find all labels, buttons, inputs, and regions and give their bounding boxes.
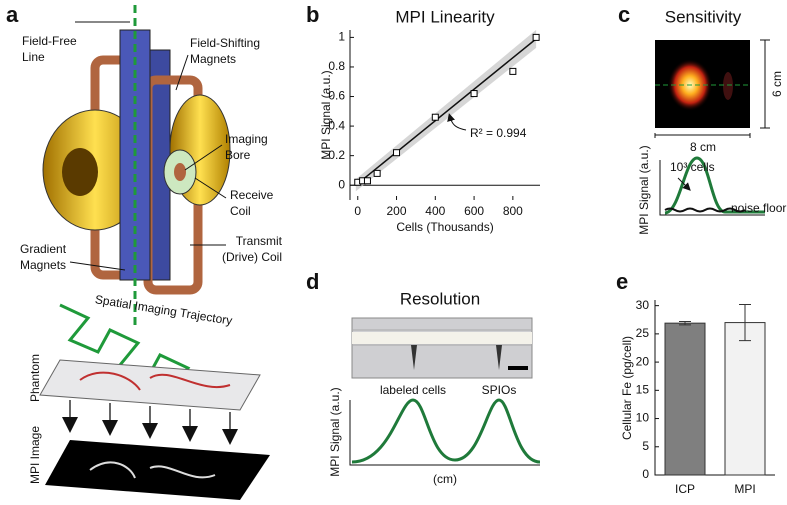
y-tick-label: 0.2 <box>328 148 345 162</box>
diagram-label: Transmit <box>236 234 283 248</box>
bar <box>724 322 766 476</box>
data-point <box>470 90 478 98</box>
panel-letter: a <box>6 2 19 27</box>
diagram-label: Coil <box>230 204 251 218</box>
y-tick-label: 30 <box>636 298 650 312</box>
trajectory-label: Spatial Imaging Trajectory <box>94 292 233 328</box>
axis-label: MPI Signal (a.u.) <box>328 387 342 476</box>
photo-label: labeled cells <box>380 383 446 397</box>
diagram-label: Magnets <box>20 258 66 272</box>
fit-line <box>355 38 537 186</box>
bar <box>664 322 706 476</box>
y-axis-label: MPI Signal (a.u.) <box>319 70 333 159</box>
panel-letter: b <box>306 2 319 27</box>
y-tick-label: 10 <box>636 411 650 425</box>
annotation: noise floor <box>731 201 786 215</box>
phantom-label: Phantom <box>28 354 42 402</box>
y-tick-label: 0.6 <box>328 89 345 103</box>
confidence-band <box>355 29 537 192</box>
diagram-label: Bore <box>225 148 251 162</box>
diagram-label: Field-Free <box>22 34 77 48</box>
data-point <box>363 177 371 185</box>
data-point <box>373 169 381 177</box>
y-tick-label: 0 <box>338 177 345 191</box>
y-tick-label: 25 <box>636 326 650 340</box>
dimension-label: 8 cm <box>690 140 716 154</box>
x-tick-label: 800 <box>503 204 523 218</box>
panel-letter: c <box>618 2 630 27</box>
data-point <box>393 149 401 157</box>
panel-title: Resolution <box>400 289 480 308</box>
annotation: 10³ cells <box>670 160 715 174</box>
x-tick-label: 0 <box>354 204 361 218</box>
scanner-drawing <box>39 5 270 500</box>
diagram-label: Line <box>22 50 45 64</box>
y-tick-label: 1 <box>338 30 345 44</box>
annotation-arrow <box>447 113 467 131</box>
y-tick-label: 5 <box>642 439 649 453</box>
diagram-label: (Drive) Coil <box>222 250 282 264</box>
dimension-label: 6 cm <box>770 71 784 97</box>
photo-label: SPIOs <box>482 383 517 397</box>
panel-title: Sensitivity <box>665 7 742 26</box>
x-tick-label: ICP <box>675 482 695 496</box>
data-point <box>431 113 439 121</box>
axis-label: (cm) <box>433 472 457 486</box>
error-bar <box>679 320 691 326</box>
y-tick-label: 0.4 <box>328 118 345 132</box>
x-tick-label: 400 <box>425 204 445 218</box>
y-tick-label: 0 <box>642 467 649 481</box>
y-axis-label: Cellular Fe (pg/cell) <box>620 336 634 440</box>
diagram-label: Receive <box>230 188 274 202</box>
x-tick-label: MPI <box>734 482 755 496</box>
diagram-label: Field-Shifting <box>190 36 260 50</box>
image-label: MPI Image <box>28 426 42 484</box>
chart-title: MPI Linearity <box>395 7 495 26</box>
error-bar <box>739 304 751 342</box>
data-point <box>509 67 517 75</box>
resolution-drawing <box>349 317 541 466</box>
sensitivity-image <box>654 39 770 216</box>
diagram-label: Magnets <box>190 52 236 66</box>
panel-letter: e <box>616 269 628 294</box>
annotation: R² = 0.994 <box>470 126 527 140</box>
diagram-label: Imaging <box>225 132 268 146</box>
axis-label: MPI Signal (a.u.) <box>637 145 651 234</box>
panel-letter: d <box>306 269 319 294</box>
x-axis-label: Cells (Thousands) <box>396 220 493 234</box>
y-tick-label: 0.8 <box>328 59 345 73</box>
y-tick-label: 20 <box>636 354 650 368</box>
x-tick-label: 200 <box>387 204 407 218</box>
diagram-label: Gradient <box>20 242 67 256</box>
y-tick-label: 15 <box>636 382 650 396</box>
data-point <box>532 33 540 41</box>
x-tick-label: 600 <box>464 204 484 218</box>
